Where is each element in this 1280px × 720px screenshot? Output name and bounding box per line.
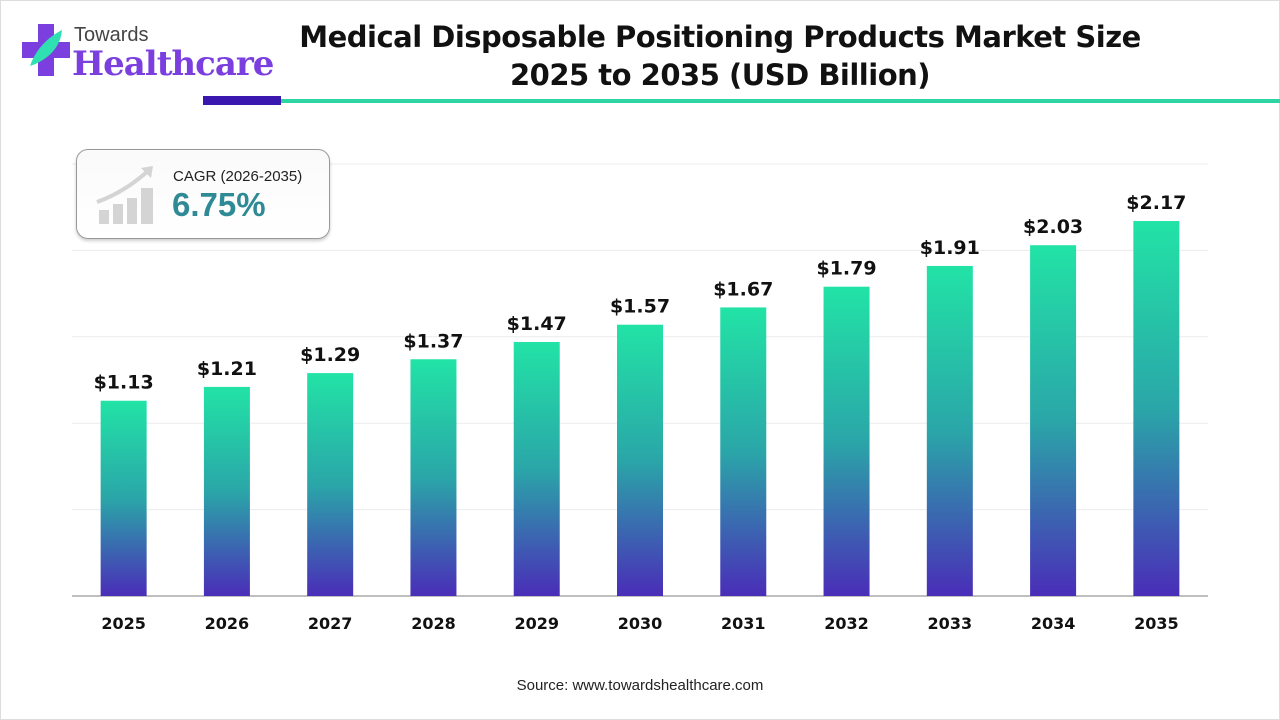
source-note: Source: www.towardshealthcare.com bbox=[516, 677, 764, 694]
bar-2029 bbox=[513, 341, 560, 596]
x-tick-label: 2028 bbox=[411, 614, 456, 633]
accent-bar-teal bbox=[281, 99, 1280, 103]
x-tick-label: 2026 bbox=[205, 614, 250, 633]
data-label: $1.91 bbox=[920, 237, 980, 259]
bar-2025 bbox=[100, 400, 147, 596]
bar-2028 bbox=[410, 359, 457, 596]
x-tick-label: 2029 bbox=[514, 614, 559, 633]
bar-2035 bbox=[1133, 221, 1180, 597]
brand-logo: Towards Healthcare bbox=[22, 22, 274, 84]
x-tick-label: 2032 bbox=[824, 614, 869, 633]
cagr-label: CAGR (2026-2035) bbox=[173, 168, 303, 185]
x-tick-label: 2034 bbox=[1031, 614, 1076, 633]
brand-line2: Healthcare bbox=[72, 44, 274, 84]
cagr-value: 6.75% bbox=[172, 186, 266, 223]
data-label: $1.67 bbox=[713, 278, 773, 300]
data-label: $1.47 bbox=[507, 313, 567, 335]
x-tick-label: 2035 bbox=[1134, 614, 1179, 633]
cagr-box: CAGR (2026-2035) 6.75% bbox=[76, 149, 330, 239]
chart-title: Medical Disposable Positioning Products … bbox=[290, 18, 1150, 94]
bar-2026 bbox=[203, 386, 250, 596]
growth-chart-icon bbox=[96, 166, 153, 224]
bar-2030 bbox=[617, 324, 663, 596]
data-label: $1.37 bbox=[403, 330, 463, 352]
title-line-1: Medical Disposable Positioning Products … bbox=[299, 20, 1141, 54]
brand-line1: Towards bbox=[74, 24, 149, 46]
x-tick-label: 2027 bbox=[308, 614, 353, 633]
x-tick-label: 2025 bbox=[101, 614, 146, 633]
medical-cross-leaf-icon bbox=[22, 24, 70, 76]
data-label: $1.57 bbox=[610, 296, 670, 318]
x-tick-label: 2030 bbox=[618, 614, 663, 633]
bar-2027 bbox=[307, 373, 354, 596]
title-line-2: 2025 to 2035 (USD Billion) bbox=[509, 58, 931, 92]
data-label: $1.79 bbox=[816, 258, 876, 280]
data-label: $2.17 bbox=[1126, 192, 1186, 214]
x-tick-label: 2031 bbox=[721, 614, 766, 633]
bar-2034 bbox=[1030, 245, 1077, 596]
bar-2031 bbox=[720, 307, 767, 596]
accent-bar-dark bbox=[203, 96, 281, 105]
data-label: $2.03 bbox=[1023, 216, 1083, 238]
data-label: $1.21 bbox=[197, 358, 257, 380]
data-label: $1.13 bbox=[94, 372, 154, 394]
bar-2032 bbox=[823, 286, 870, 596]
data-label: $1.29 bbox=[300, 344, 360, 366]
x-tick-label: 2033 bbox=[928, 614, 973, 633]
bar-2033 bbox=[926, 265, 973, 596]
